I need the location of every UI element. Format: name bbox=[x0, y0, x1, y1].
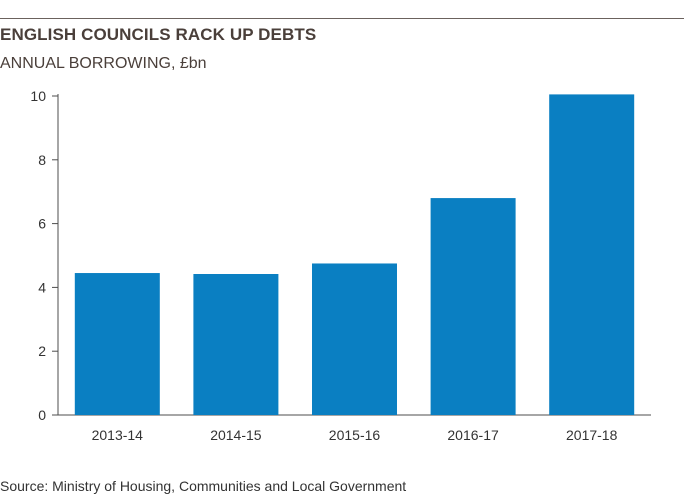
chart-title: ENGLISH COUNCILS RACK UP DEBTS bbox=[0, 25, 317, 44]
chart-subtitle: ANNUAL BORROWING, £bn bbox=[0, 55, 207, 72]
x-tick-label: 2014-15 bbox=[210, 427, 262, 443]
y-tick-label: 6 bbox=[38, 216, 46, 232]
bar-2015-16 bbox=[312, 263, 397, 415]
bar-2013-14 bbox=[74, 273, 160, 415]
top-rule bbox=[0, 18, 684, 19]
x-tick-label: 2013-14 bbox=[92, 427, 144, 443]
bar-2014-15 bbox=[193, 274, 279, 415]
x-tick-label: 2016-17 bbox=[447, 427, 499, 443]
y-tick-label: 10 bbox=[30, 88, 46, 104]
x-tick-label: 2015-16 bbox=[329, 427, 381, 443]
source-note: Source: Ministry of Housing, Communities… bbox=[0, 478, 407, 494]
y-tick-label: 4 bbox=[38, 279, 46, 295]
y-tick-label: 2 bbox=[38, 343, 46, 359]
y-tick-label: 8 bbox=[38, 152, 46, 168]
y-tick-label: 0 bbox=[38, 407, 46, 423]
x-tick-label: 2017-18 bbox=[566, 427, 618, 443]
bar-2016-17 bbox=[430, 198, 516, 415]
bar-2017-18 bbox=[549, 94, 635, 415]
